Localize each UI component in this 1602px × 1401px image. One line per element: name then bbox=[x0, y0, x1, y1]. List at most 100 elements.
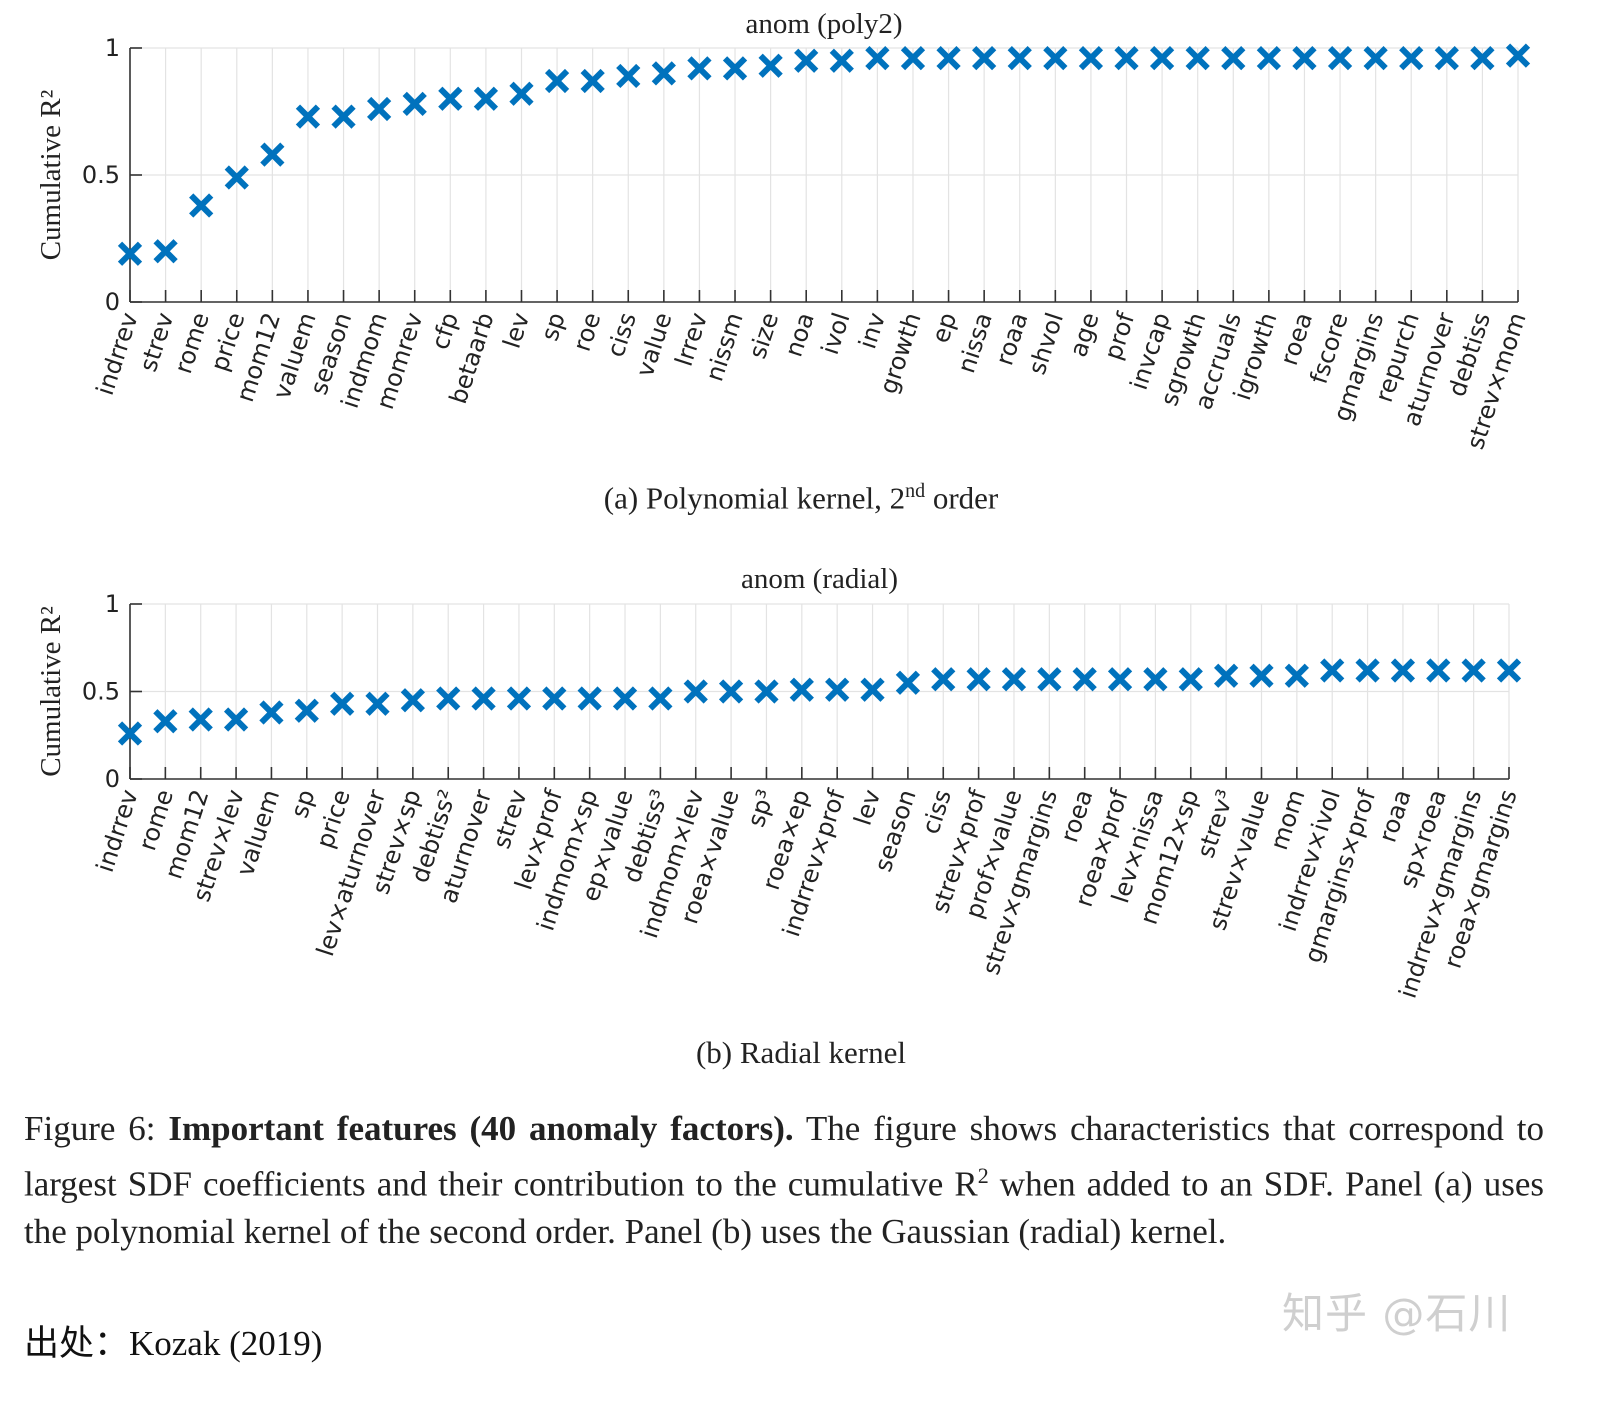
data-point-marker bbox=[829, 48, 854, 73]
data-point-marker bbox=[648, 686, 673, 711]
figure-caption: Figure 6: Important features (40 anomaly… bbox=[24, 1105, 1544, 1255]
data-point-marker bbox=[259, 700, 284, 725]
data-point-marker bbox=[895, 670, 921, 695]
data-point-marker bbox=[1505, 43, 1531, 68]
x-tick-label: indrrev bbox=[91, 786, 144, 875]
data-point-marker bbox=[612, 686, 638, 711]
subcaption-a-superscript: nd bbox=[905, 480, 926, 502]
data-point-marker bbox=[972, 46, 997, 71]
y-axis-label: Cumulative R² bbox=[35, 89, 67, 260]
y-tick-label: 1 bbox=[105, 590, 120, 618]
y-tick-label: 1 bbox=[105, 34, 120, 62]
data-point-marker bbox=[400, 688, 425, 713]
chart-title: anom (radial) bbox=[741, 568, 898, 595]
data-point-marker bbox=[1390, 658, 1416, 683]
data-point-marker bbox=[1001, 667, 1027, 692]
data-point-marker bbox=[1249, 663, 1274, 688]
data-point-marker bbox=[1178, 667, 1203, 692]
chart-panel-a: anom (poly2) Cumulative R² 0 0.5 1 indrrev str… bbox=[0, 0, 1602, 479]
data-point-marker bbox=[189, 193, 214, 218]
data-point-marker bbox=[1149, 46, 1175, 71]
data-point-marker bbox=[367, 96, 392, 122]
subcaption-b-text: (b) Radial kernel bbox=[695, 1035, 907, 1070]
y-tick-label: 0 bbox=[105, 765, 120, 793]
data-point-marker bbox=[1284, 663, 1309, 688]
data-point-marker bbox=[1496, 658, 1522, 683]
caption-superscript: 2 bbox=[977, 1163, 989, 1188]
source-line: 出处：Kozak (2019) bbox=[24, 1324, 323, 1363]
data-point-marker bbox=[1114, 46, 1139, 71]
data-point-marker bbox=[436, 686, 461, 711]
data-point-marker bbox=[1320, 658, 1345, 683]
data-point-marker bbox=[438, 86, 463, 111]
data-point-marker bbox=[580, 68, 605, 94]
y-axis-label: Cumulative R² bbox=[35, 606, 67, 777]
data-point-marker bbox=[758, 53, 783, 78]
data-point-marker bbox=[1037, 667, 1062, 692]
data-point-marker bbox=[1327, 46, 1353, 71]
data-point-marker bbox=[1434, 46, 1459, 71]
data-point-marker bbox=[1461, 658, 1486, 683]
caption-label: Figure 6: bbox=[24, 1109, 169, 1148]
x-tick-label: roe bbox=[568, 309, 607, 355]
data-point-marker bbox=[295, 104, 321, 129]
data-point-marker bbox=[1470, 46, 1495, 71]
x-tick-label: noa bbox=[779, 309, 819, 360]
data-point-marker bbox=[509, 81, 534, 106]
data-point-marker bbox=[542, 686, 567, 711]
data-point-marker bbox=[1072, 667, 1097, 692]
y-tick-label: 0.5 bbox=[82, 161, 120, 189]
x-tick-label: ep bbox=[926, 309, 962, 346]
data-point-marker bbox=[153, 239, 178, 264]
x-tick-label: lev bbox=[498, 309, 536, 352]
x-tick-label: sp bbox=[536, 309, 571, 344]
data-point-marker bbox=[865, 46, 890, 71]
data-point-marker bbox=[616, 63, 641, 89]
data-point-marker bbox=[471, 686, 496, 711]
data-point-marker bbox=[224, 165, 249, 190]
data-point-marker bbox=[1185, 46, 1210, 71]
x-tick-label: cfp bbox=[426, 309, 464, 353]
data-point-marker bbox=[651, 61, 676, 86]
data-point-marker bbox=[966, 667, 991, 692]
subcaption-a-text: (a) Polynomial kernel, 2 bbox=[603, 480, 906, 516]
subcaption-b: (b) Radial kernel bbox=[0, 1035, 1602, 1071]
data-point-marker bbox=[188, 707, 213, 732]
data-point-marker bbox=[687, 56, 712, 81]
x-tick-label: ivol bbox=[816, 309, 856, 358]
data-point-marker bbox=[789, 677, 814, 702]
data-point-marker bbox=[1221, 46, 1246, 71]
chart-panel-b: anom (radial) Cumulative R² 0 0.5 1 indrrev ro… bbox=[0, 563, 1602, 1037]
chart-radial: anom (radial)Cumulative R²00.51indrrevro… bbox=[35, 563, 1523, 1002]
watermark: 知乎 @石川 bbox=[1282, 1289, 1512, 1338]
x-tick-label: size bbox=[743, 309, 784, 362]
data-point-marker bbox=[936, 46, 961, 71]
data-point-marker bbox=[577, 686, 602, 711]
data-point-marker bbox=[294, 698, 319, 723]
data-point-marker bbox=[117, 721, 143, 746]
data-point-marker bbox=[153, 709, 178, 734]
y-tick-label: 0.5 bbox=[82, 678, 120, 706]
x-tick-label: indrrev bbox=[91, 309, 144, 398]
data-point-marker bbox=[331, 104, 356, 129]
data-point-marker bbox=[330, 691, 355, 716]
data-point-marker bbox=[1007, 46, 1032, 71]
data-point-marker bbox=[722, 56, 748, 81]
data-point-marker bbox=[473, 86, 499, 111]
data-point-marker bbox=[718, 679, 744, 704]
data-point-marker bbox=[1107, 667, 1133, 692]
data-point-marker bbox=[754, 679, 779, 704]
data-point-marker bbox=[402, 91, 427, 117]
data-point-marker bbox=[1214, 663, 1239, 688]
data-point-marker bbox=[117, 241, 143, 266]
x-tick-label: sp³ bbox=[742, 786, 780, 830]
x-tick-label: lev bbox=[849, 786, 887, 829]
data-point-marker bbox=[825, 677, 850, 702]
subcaption-a-suffix: order bbox=[925, 480, 999, 516]
data-point-marker bbox=[1355, 658, 1380, 683]
data-point-marker bbox=[900, 46, 926, 71]
data-point-marker bbox=[506, 686, 532, 711]
caption-text-2: when added to an SDF. Panel (a) uses the… bbox=[24, 1164, 1544, 1251]
data-point-marker bbox=[1399, 46, 1424, 71]
data-point-marker bbox=[1143, 667, 1168, 692]
